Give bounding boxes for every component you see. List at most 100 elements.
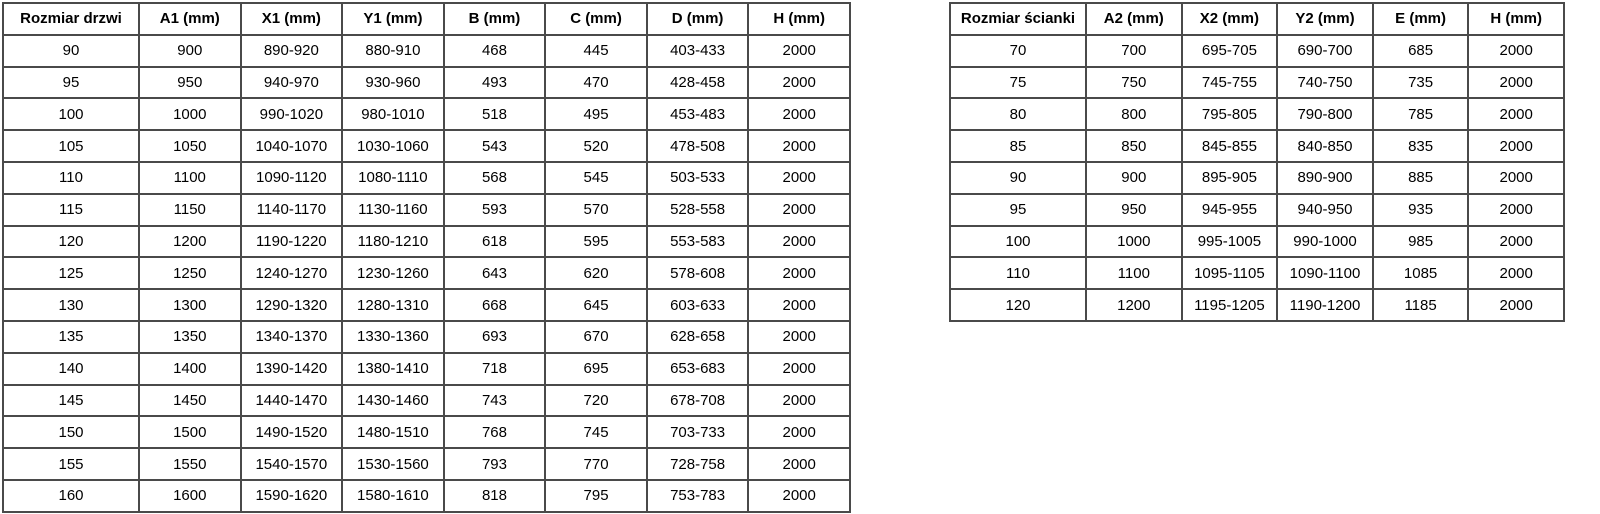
table-cell: 750 (1085, 65, 1183, 100)
table-cell: 1100 (138, 160, 242, 195)
table-cell: 2000 (747, 319, 851, 354)
table-cell: 1030-1060 (341, 129, 445, 163)
table-cell: 1240-1270 (239, 256, 344, 291)
table-cell: 150 (2, 415, 140, 450)
table-cell: 720 (544, 383, 648, 418)
table-cell: 1430-1460 (341, 383, 445, 418)
table-row: 85 850 845-855 840-850 835 2000 (949, 129, 1565, 163)
table-cell: 105 (2, 129, 140, 163)
table-cell: 2000 (1467, 129, 1565, 163)
table-cell: 735 (1371, 65, 1470, 100)
table-cell: 1290-1320 (239, 288, 344, 322)
table-cell: 1000 (138, 97, 242, 132)
table-cell: 628-658 (645, 319, 750, 354)
table-cell: 503-533 (645, 160, 750, 195)
table-cell: 2000 (747, 160, 851, 195)
column-header: A1 (mm) (138, 2, 242, 36)
table-cell: 1090-1120 (239, 160, 344, 195)
table-cell: 1500 (138, 415, 242, 450)
table-cell: 70 (949, 33, 1087, 68)
table-row: 145 1450 1440-1470 1430-1460 743 720 678-708 20… (2, 383, 851, 418)
table-cell: 120 (949, 288, 1087, 322)
table-cell: 1540-1570 (239, 447, 344, 481)
table-row: 155 1550 1540-1570 1530-1560 793 770 728-758 20… (2, 447, 851, 481)
table-cell: 618 (442, 224, 547, 259)
table-cell: 935 (1371, 192, 1470, 227)
table-cell: 900 (1085, 160, 1183, 195)
table-cell: 1050 (138, 129, 242, 163)
table-cell: 800 (1085, 97, 1183, 132)
table-row: 125 1250 1240-1270 1230-1260 643 620 578-608 20… (2, 256, 851, 291)
table-cell: 1340-1370 (239, 319, 344, 354)
table-cell: 795-805 (1180, 97, 1279, 132)
table-cell: 668 (442, 288, 547, 322)
column-header: Rozmiar ścianki (949, 2, 1087, 36)
table-cell: 1230-1260 (341, 256, 445, 291)
table-cell: 2000 (1467, 33, 1565, 68)
table-cell: 2000 (747, 288, 851, 322)
table-cell: 645 (544, 288, 648, 322)
table-cell: 1350 (138, 319, 242, 354)
table-cell: 743 (442, 383, 547, 418)
table-cell: 695-705 (1180, 33, 1279, 68)
table-row: 160 1600 1590-1620 1580-1610 818 795 753-783 20… (2, 478, 851, 513)
table-cell: 2000 (747, 65, 851, 100)
table-cell: 578-608 (645, 256, 750, 291)
table-cell: 140 (2, 351, 140, 386)
table-cell: 80 (949, 97, 1087, 132)
table-cell: 1040-1070 (239, 129, 344, 163)
table-cell: 703-733 (645, 415, 750, 450)
table-row: 70 700 695-705 690-700 685 2000 (949, 33, 1565, 68)
table-cell: 1140-1170 (239, 192, 344, 227)
table-cell: 950 (1085, 192, 1183, 227)
table-cell: 553-583 (645, 224, 750, 259)
column-header: H (mm) (1467, 2, 1565, 36)
table-cell: 940-970 (239, 65, 344, 100)
table-cell: 643 (442, 256, 547, 291)
table-cell: 2000 (747, 415, 851, 450)
column-header: X1 (mm) (239, 2, 344, 36)
table-cell: 2000 (747, 97, 851, 132)
table-cell: 428-458 (645, 65, 750, 100)
table-cell: 1150 (138, 192, 242, 227)
table-cell: 1600 (138, 478, 242, 513)
table-cell: 90 (949, 160, 1087, 195)
column-header: E (mm) (1371, 2, 1470, 36)
table-cell: 890-920 (239, 33, 344, 68)
table-cell: 835 (1371, 129, 1470, 163)
table-cell: 2000 (1467, 97, 1565, 132)
table-cell: 1390-1420 (239, 351, 344, 386)
table-cell: 2000 (747, 33, 851, 68)
table-cell: 520 (544, 129, 648, 163)
table-cell: 2000 (747, 447, 851, 481)
table-row: 110 1100 1090-1120 1080-1110 568 545 503-533 20… (2, 160, 851, 195)
column-header: A2 (mm) (1085, 2, 1183, 36)
table-cell: 950 (138, 65, 242, 100)
table-row: 75 750 745-755 740-750 735 2000 (949, 65, 1565, 100)
table-cell: 130 (2, 288, 140, 322)
table-cell: 685 (1371, 33, 1470, 68)
table-row: 100 1000 990-1020 980-1010 518 495 453-483 2000 (2, 97, 851, 132)
table-cell: 653-683 (645, 351, 750, 386)
table-cell: 1000 (1085, 224, 1183, 259)
table-cell: 990-1000 (1276, 224, 1374, 259)
table-cell: 930-960 (341, 65, 445, 100)
table-cell: 795 (544, 478, 648, 513)
table-cell: 593 (442, 192, 547, 227)
table-cell: 95 (949, 192, 1087, 227)
table-cell: 75 (949, 65, 1087, 100)
table-cell: 718 (442, 351, 547, 386)
table-cell: 115 (2, 192, 140, 227)
table-cell: 1190-1200 (1276, 288, 1374, 322)
table-cell: 700 (1085, 33, 1183, 68)
table-cell: 945-955 (1180, 192, 1279, 227)
column-header: X2 (mm) (1180, 2, 1279, 36)
table-cell: 1100 (1085, 256, 1183, 291)
table-cell: 110 (2, 160, 140, 195)
table-cell: 880-910 (341, 33, 445, 68)
table-row: 150 1500 1490-1520 1480-1510 768 745 703-733 20… (2, 415, 851, 450)
door-size-table: Rozmiar drzwi A1 (mm) X1 (mm) Y1 (mm) B (mm)… (2, 2, 851, 513)
table-row: 105 1050 1040-1070 1030-1060 543 520 478-508 20… (2, 129, 851, 163)
column-header: H (mm) (747, 2, 851, 36)
table-cell: 728-758 (645, 447, 750, 481)
